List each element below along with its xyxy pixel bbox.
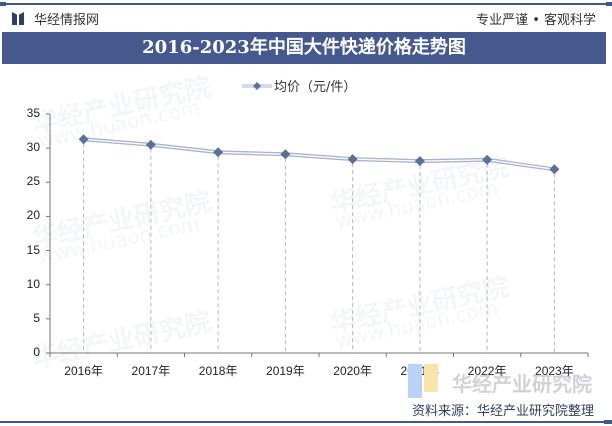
data-point-marker	[78, 134, 89, 145]
y-tick-label: 35	[26, 106, 40, 120]
y-tick-label: 25	[26, 174, 40, 189]
data-point-marker	[280, 149, 291, 160]
data-point-marker	[145, 139, 156, 150]
chart-title: 2016-2023年中国大件快递价格走势图	[2, 32, 606, 64]
y-tick-label: 5	[33, 310, 40, 325]
brand-name: 华经情报网	[34, 13, 100, 28]
footer-watermark: 华经产业研究院	[452, 372, 592, 396]
data-point-marker	[549, 164, 560, 175]
source-note: 资料来源：华经产业研究院整理	[411, 404, 594, 419]
brand: 华经情报网	[12, 9, 99, 28]
bottom-rule	[0, 420, 612, 424]
x-tick-label: 2020年	[333, 364, 372, 378]
x-tick-label: 2018年	[198, 364, 238, 378]
legend: 均价（元/件）	[242, 76, 356, 95]
x-tick-label: 2023年	[535, 364, 574, 378]
series-line-inner	[83, 138, 555, 170]
data-point-marker	[482, 154, 493, 165]
data-point-marker	[347, 154, 358, 165]
y-tick-label: 30	[26, 140, 40, 155]
y-tick-label: 20	[26, 208, 40, 223]
x-tick-label: 2022年	[467, 364, 507, 378]
x-tick-label: 2019年	[266, 364, 305, 378]
y-tick-label: 10	[26, 276, 40, 291]
data-point-marker	[414, 156, 425, 167]
data-point-marker	[213, 147, 224, 158]
x-tick-label: 2016年	[64, 364, 103, 378]
legend-line-marker-icon	[242, 81, 272, 90]
y-tick-label: 0	[33, 345, 40, 359]
legend-label: 均价（元/件）	[274, 80, 357, 95]
slogan: 专业严谨 • 客观科学	[476, 13, 596, 28]
x-tick-label: 2017年	[131, 364, 171, 378]
y-tick-label: 15	[26, 242, 40, 257]
footer-logo-icon	[408, 364, 440, 400]
top-rule	[0, 2, 612, 6]
